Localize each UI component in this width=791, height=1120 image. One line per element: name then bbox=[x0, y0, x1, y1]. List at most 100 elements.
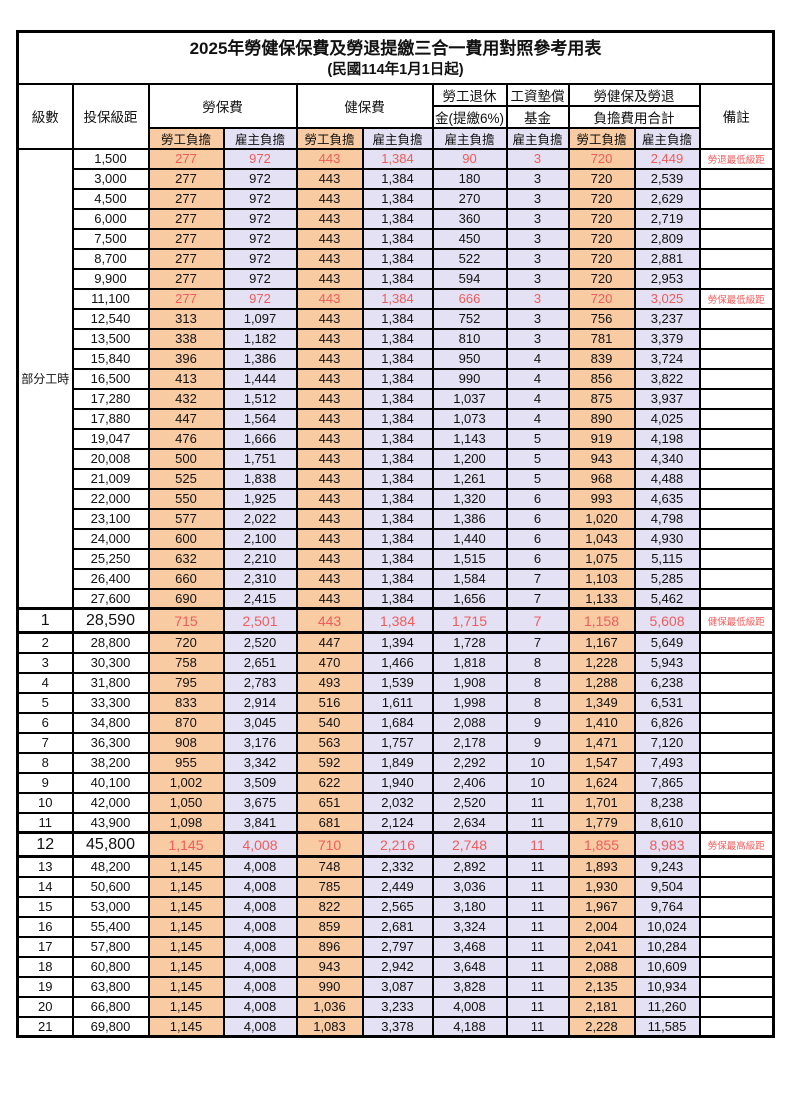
cell-value: 1,384 bbox=[361, 567, 434, 590]
cell-bracket: 42,000 bbox=[71, 791, 150, 814]
cell-value: 1,145 bbox=[147, 935, 225, 958]
cell-value: 1,855 bbox=[567, 831, 636, 858]
cell-value: 1,143 bbox=[431, 427, 508, 450]
cell-value: 1,200 bbox=[431, 447, 508, 470]
cell-value: 540 bbox=[295, 711, 364, 734]
cell-bracket: 27,600 bbox=[71, 587, 150, 610]
cell-remark bbox=[698, 711, 775, 734]
cell-value: 1,386 bbox=[431, 507, 508, 530]
cell-value: 413 bbox=[147, 367, 225, 390]
cell-value: 447 bbox=[147, 407, 225, 430]
cell-value: 3,233 bbox=[361, 995, 434, 1018]
cell-remark bbox=[698, 207, 775, 230]
cell-value: 360 bbox=[431, 207, 508, 230]
cell-value: 1,584 bbox=[431, 567, 508, 590]
cell-bracket: 19,047 bbox=[71, 427, 150, 450]
cell-bracket: 57,800 bbox=[71, 935, 150, 958]
col-header-health-insurance: 健保費 bbox=[295, 82, 434, 129]
cell-value: 6 bbox=[505, 507, 570, 530]
table-row: 6,000 277 972 443 1,384 360 3 720 2,719 bbox=[18, 207, 775, 230]
cell-value: 2,809 bbox=[633, 227, 701, 250]
header-row-1: 級數 投保級距 勞保費 健保費 勞工退休 工資墊償 勞健保及勞退 備註 bbox=[16, 82, 775, 150]
cell-value: 443 bbox=[295, 207, 364, 230]
cell-value: 3,045 bbox=[222, 711, 298, 734]
table-row: 10 42,000 1,050 3,675 651 2,032 2,520 11 1,701 8,… bbox=[16, 791, 775, 814]
cell-remark bbox=[698, 691, 775, 714]
cell-value: 443 bbox=[295, 387, 364, 410]
cell-value: 4 bbox=[505, 387, 570, 410]
cell-level: 8 bbox=[16, 751, 74, 774]
cell-value: 1,440 bbox=[431, 527, 508, 550]
cell-remark bbox=[698, 387, 775, 410]
cell-level: 15 bbox=[16, 895, 74, 918]
cell-level: 3 bbox=[16, 651, 74, 674]
cell-value: 3,025 bbox=[633, 287, 701, 310]
cell-value: 11 bbox=[505, 955, 570, 978]
cell-value: 5,285 bbox=[633, 567, 701, 590]
cell-remark: 勞保最高級距 bbox=[698, 831, 775, 858]
cell-value: 9,243 bbox=[633, 855, 701, 878]
table-row: 3 30,300 758 2,651 470 1,466 1,818 8 1,228 5,943 bbox=[16, 651, 775, 674]
cell-level: 19 bbox=[16, 975, 74, 998]
cell-value: 3 bbox=[505, 287, 570, 310]
cell-value: 2,892 bbox=[431, 855, 508, 878]
cell-value: 839 bbox=[567, 347, 636, 370]
subheader-labor-employer: 雇主負擔 bbox=[222, 126, 298, 150]
cell-value: 2,210 bbox=[222, 547, 298, 570]
cell-value: 6,826 bbox=[633, 711, 701, 734]
cell-value: 516 bbox=[295, 691, 364, 714]
cell-value: 2,539 bbox=[633, 167, 701, 190]
cell-remark bbox=[698, 731, 775, 754]
cell-value: 972 bbox=[222, 187, 298, 210]
cell-value: 1,728 bbox=[431, 631, 508, 654]
cell-value: 1,145 bbox=[147, 915, 225, 938]
cell-value: 1,547 bbox=[567, 751, 636, 774]
cell-value: 1,133 bbox=[567, 587, 636, 610]
cell-value: 690 bbox=[147, 587, 225, 610]
cell-value: 7 bbox=[505, 607, 570, 634]
cell-remark bbox=[698, 247, 775, 270]
cell-level: 10 bbox=[16, 791, 74, 814]
cell-value: 3,822 bbox=[633, 367, 701, 390]
cell-value: 443 bbox=[295, 607, 364, 634]
cell-value: 3,724 bbox=[633, 347, 701, 370]
table-row: 16,500 413 1,444 443 1,384 990 4 856 3,822 bbox=[18, 367, 775, 390]
table-row: 22,000 550 1,925 443 1,384 1,320 6 993 4,635 bbox=[18, 487, 775, 510]
table-body: 部分工時 1,500 277 972 443 1,384 90 3 720 2,449 勞退最低級距… bbox=[16, 147, 775, 1038]
cell-value: 1,384 bbox=[361, 227, 434, 250]
cell-value: 4,008 bbox=[222, 1015, 298, 1038]
cell-remark bbox=[698, 631, 775, 654]
cell-value: 450 bbox=[431, 227, 508, 250]
cell-value: 2,942 bbox=[361, 955, 434, 978]
cell-value: 2,748 bbox=[431, 831, 508, 858]
cell-value: 4,188 bbox=[431, 1015, 508, 1038]
cell-level: 4 bbox=[16, 671, 74, 694]
cell-value: 10,024 bbox=[633, 915, 701, 938]
cell-bracket: 40,100 bbox=[71, 771, 150, 794]
cell-value: 432 bbox=[147, 387, 225, 410]
cell-value: 3,087 bbox=[361, 975, 434, 998]
cell-value: 890 bbox=[567, 407, 636, 430]
cell-value: 1,998 bbox=[431, 691, 508, 714]
cell-value: 443 bbox=[295, 487, 364, 510]
cell-value: 3,324 bbox=[431, 915, 508, 938]
table-row: 21,009 525 1,838 443 1,384 1,261 5 968 4,488 bbox=[18, 467, 775, 490]
cell-value: 10,934 bbox=[633, 975, 701, 998]
cell-value: 1,666 bbox=[222, 427, 298, 450]
table-row: 6 34,800 870 3,045 540 1,684 2,088 9 1,410 6,826 bbox=[16, 711, 775, 734]
cell-value: 1,002 bbox=[147, 771, 225, 794]
cell-bracket: 45,800 bbox=[71, 831, 150, 858]
cell-level: 17 bbox=[16, 935, 74, 958]
cell-bracket: 3,000 bbox=[71, 167, 150, 190]
table-row: 17,280 432 1,512 443 1,384 1,037 4 875 3,937 bbox=[18, 387, 775, 410]
cell-value: 1,261 bbox=[431, 467, 508, 490]
table-title-cell: 2025年勞健保保費及勞退提繳三合一費用對照參考用表 (民國114年1月1日起) bbox=[16, 30, 775, 85]
cell-value: 1,145 bbox=[147, 875, 225, 898]
cell-value: 9 bbox=[505, 711, 570, 734]
cell-value: 443 bbox=[295, 187, 364, 210]
cell-value: 1,073 bbox=[431, 407, 508, 430]
cell-value: 2,310 bbox=[222, 567, 298, 590]
cell-value: 2,634 bbox=[431, 811, 508, 834]
cell-value: 1,103 bbox=[567, 567, 636, 590]
table-row: 2 28,800 720 2,520 447 1,394 1,728 7 1,167 5,649 bbox=[16, 631, 775, 654]
